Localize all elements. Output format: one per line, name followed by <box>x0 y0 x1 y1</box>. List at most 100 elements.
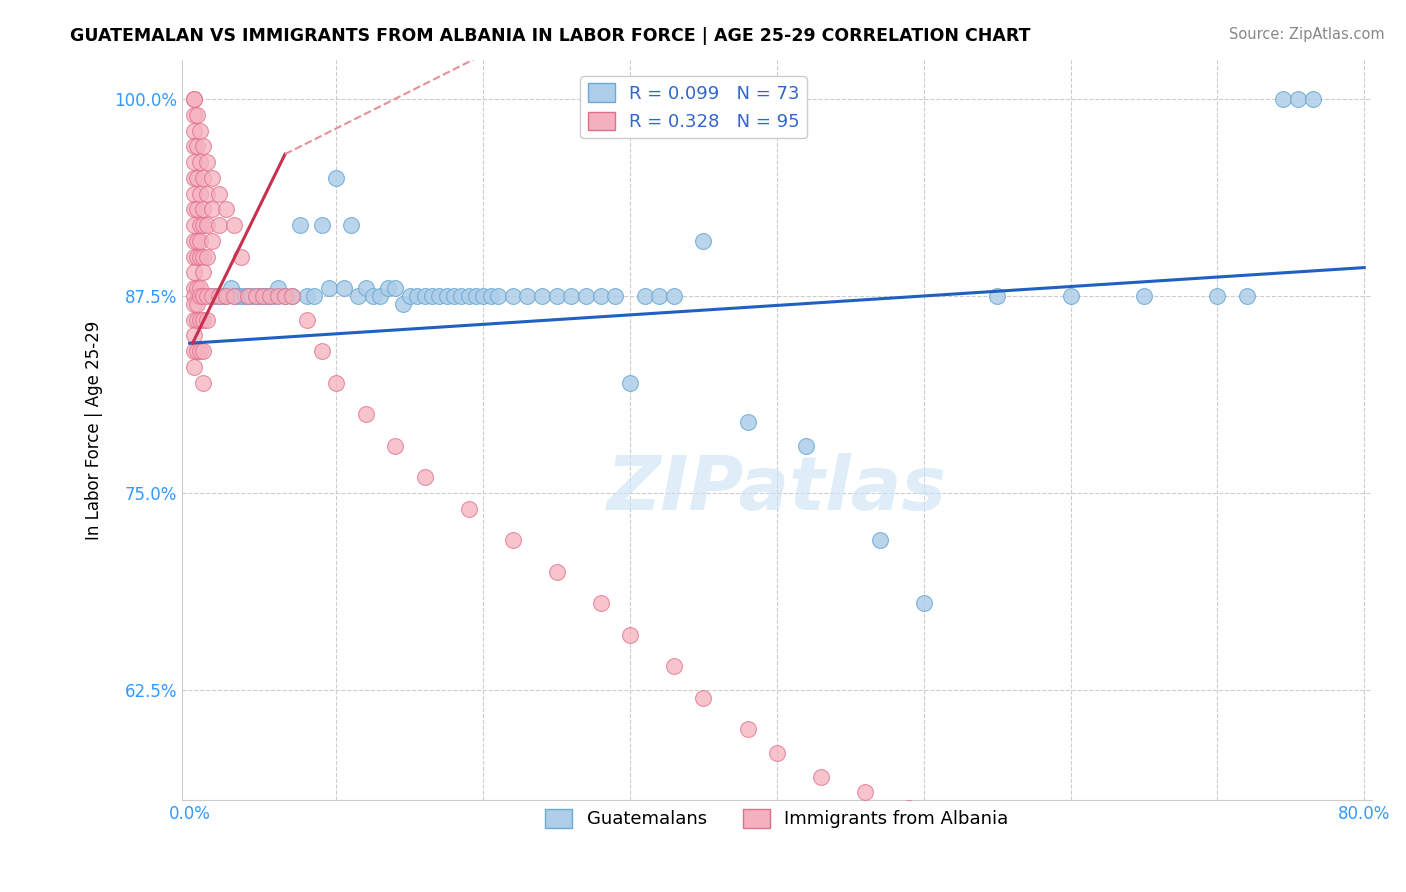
Text: ZIPatlas: ZIPatlas <box>607 452 946 525</box>
Point <box>1206 289 1229 303</box>
Point <box>183 297 205 311</box>
Point <box>530 289 553 303</box>
Point <box>254 289 277 303</box>
Point <box>575 289 598 303</box>
Point <box>516 289 538 303</box>
Point <box>502 289 524 303</box>
Point <box>737 723 759 737</box>
Point <box>986 832 1008 847</box>
Point <box>215 289 238 303</box>
Point <box>361 289 384 303</box>
Point <box>225 289 247 303</box>
Point <box>186 108 208 122</box>
Point <box>853 785 876 799</box>
Point <box>420 289 443 303</box>
Point <box>325 170 347 185</box>
Text: Source: ZipAtlas.com: Source: ZipAtlas.com <box>1229 27 1385 42</box>
Point <box>619 628 641 642</box>
Legend: Guatemalans, Immigrants from Albania: Guatemalans, Immigrants from Albania <box>538 802 1017 836</box>
Point <box>354 281 377 295</box>
Point <box>869 533 891 548</box>
Point <box>208 289 231 303</box>
Point <box>288 218 311 232</box>
Point <box>195 186 218 201</box>
Point <box>472 289 495 303</box>
Point <box>311 344 333 359</box>
Point <box>183 234 205 248</box>
Point <box>219 281 242 295</box>
Point <box>191 218 214 232</box>
Point <box>263 289 285 303</box>
Point <box>325 376 347 390</box>
Point <box>391 297 413 311</box>
Point <box>183 186 205 201</box>
Text: GUATEMALAN VS IMMIGRANTS FROM ALBANIA IN LABOR FORCE | AGE 25-29 CORRELATION CHA: GUATEMALAN VS IMMIGRANTS FROM ALBANIA IN… <box>70 27 1031 45</box>
Point <box>205 289 228 303</box>
Point <box>188 312 211 326</box>
Point <box>662 659 685 673</box>
Point <box>208 186 231 201</box>
Point <box>191 265 214 279</box>
Point <box>238 289 260 303</box>
Point <box>281 289 304 303</box>
Point <box>183 155 205 169</box>
Point <box>183 250 205 264</box>
Point <box>183 108 205 122</box>
Point <box>486 289 509 303</box>
Point <box>222 218 245 232</box>
Point <box>406 289 429 303</box>
Point <box>546 565 568 579</box>
Point <box>295 312 318 326</box>
Point <box>186 234 208 248</box>
Point <box>183 281 205 295</box>
Point <box>188 123 211 137</box>
Point <box>186 312 208 326</box>
Point <box>1236 289 1258 303</box>
Point <box>443 289 465 303</box>
Point <box>436 289 458 303</box>
Point <box>560 289 582 303</box>
Point <box>191 139 214 153</box>
Point <box>215 289 238 303</box>
Point <box>295 289 318 303</box>
Point <box>186 170 208 185</box>
Point <box>794 439 817 453</box>
Point <box>183 170 205 185</box>
Point <box>183 218 205 232</box>
Point <box>183 265 205 279</box>
Point <box>281 289 304 303</box>
Point <box>188 250 211 264</box>
Point <box>589 596 612 610</box>
Point <box>201 289 224 303</box>
Point <box>384 439 406 453</box>
Point <box>912 596 935 610</box>
Point <box>249 289 271 303</box>
Point <box>183 139 205 153</box>
Point <box>1286 92 1309 106</box>
Point <box>252 289 274 303</box>
Point <box>191 376 214 390</box>
Point <box>235 289 257 303</box>
Point <box>183 123 205 137</box>
Point <box>413 470 436 484</box>
Point <box>191 312 214 326</box>
Point <box>619 376 641 390</box>
Point <box>464 289 486 303</box>
Point <box>183 359 205 374</box>
Point <box>259 289 281 303</box>
Point <box>240 289 263 303</box>
Point <box>191 170 214 185</box>
Point <box>370 289 392 303</box>
Point <box>229 289 252 303</box>
Point <box>413 289 436 303</box>
Point <box>183 328 205 343</box>
Point <box>186 344 208 359</box>
Point <box>195 289 218 303</box>
Point <box>201 170 224 185</box>
Point <box>195 218 218 232</box>
Point <box>986 289 1008 303</box>
Point <box>195 250 218 264</box>
Point <box>1059 289 1081 303</box>
Point <box>201 234 224 248</box>
Point <box>1302 92 1324 106</box>
